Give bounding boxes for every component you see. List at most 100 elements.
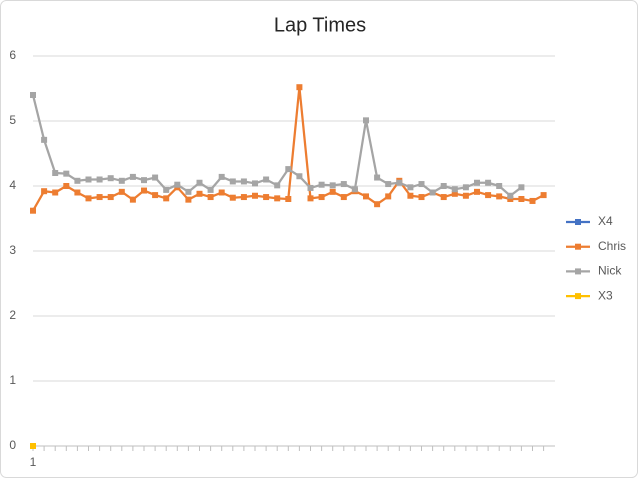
x-tick-label: 1	[30, 455, 37, 469]
legend-marker	[575, 243, 581, 250]
data-point	[540, 192, 547, 199]
data-point	[207, 186, 214, 193]
data-point	[363, 193, 369, 200]
data-point	[229, 194, 236, 201]
data-point	[318, 194, 325, 201]
data-point	[85, 195, 92, 202]
data-point	[285, 196, 292, 202]
legend-marker	[575, 293, 581, 300]
data-point	[229, 178, 236, 185]
data-point	[451, 190, 458, 197]
data-point	[440, 183, 447, 189]
data-point	[340, 181, 347, 188]
data-point	[385, 181, 392, 188]
legend-marker	[575, 219, 581, 225]
data-point	[52, 170, 59, 176]
data-point	[396, 179, 403, 186]
data-point	[507, 192, 514, 199]
data-point	[74, 177, 81, 184]
data-point	[462, 192, 469, 199]
data-point	[63, 183, 70, 189]
legend-marker	[575, 268, 581, 275]
data-point	[518, 196, 525, 202]
data-point	[474, 179, 480, 186]
data-point	[185, 188, 192, 195]
data-point	[263, 194, 270, 201]
y-tick-label: 1	[9, 373, 16, 387]
data-point	[507, 196, 514, 202]
data-point	[462, 184, 469, 191]
y-tick-label: 2	[9, 308, 16, 322]
data-point	[329, 182, 336, 189]
data-point	[240, 194, 247, 201]
data-point	[85, 176, 92, 183]
data-point	[485, 179, 492, 186]
data-point	[30, 443, 36, 449]
data-point	[152, 192, 159, 199]
data-point	[240, 178, 247, 185]
data-point	[529, 197, 536, 204]
data-point	[174, 181, 181, 188]
data-point	[496, 183, 503, 189]
data-point	[118, 188, 125, 195]
data-point	[41, 136, 48, 143]
y-tick-label: 6	[9, 48, 16, 62]
y-tick-label: 0	[9, 438, 16, 452]
data-point	[385, 193, 392, 200]
data-point	[418, 181, 425, 188]
data-point	[518, 184, 525, 191]
data-point	[274, 182, 281, 189]
data-point	[196, 179, 203, 186]
data-point	[329, 188, 336, 195]
data-point	[74, 189, 81, 196]
legend-label: X4	[598, 214, 613, 228]
data-point	[274, 195, 281, 202]
data-point	[63, 170, 70, 177]
data-point	[96, 176, 103, 183]
data-point	[407, 184, 414, 191]
data-point	[296, 173, 303, 180]
data-point	[163, 186, 170, 193]
data-point	[340, 194, 347, 201]
data-point	[41, 188, 48, 195]
data-point	[196, 190, 203, 197]
data-point	[418, 194, 425, 201]
data-point	[307, 195, 314, 202]
data-point	[351, 186, 358, 193]
data-point	[407, 192, 414, 199]
data-point	[107, 194, 114, 201]
data-point	[374, 174, 381, 181]
data-point	[307, 184, 314, 191]
data-point	[30, 207, 36, 214]
data-point	[285, 166, 292, 173]
data-point	[141, 187, 147, 194]
legend-label: X3	[598, 288, 613, 302]
data-point	[141, 177, 147, 184]
data-point	[374, 201, 381, 208]
y-tick-label: 5	[9, 113, 16, 127]
data-point	[129, 196, 136, 203]
data-point	[252, 180, 258, 187]
data-point	[318, 181, 325, 188]
data-point	[263, 176, 270, 183]
data-point	[440, 194, 447, 201]
data-point	[129, 173, 136, 180]
data-point	[118, 177, 125, 184]
data-point	[485, 192, 492, 199]
data-point	[152, 174, 159, 181]
data-point	[363, 117, 369, 124]
data-point	[207, 194, 214, 201]
data-point	[474, 188, 480, 195]
data-point	[185, 196, 192, 203]
data-point	[163, 195, 170, 202]
data-point	[52, 189, 59, 196]
data-point	[218, 189, 225, 196]
data-point	[96, 194, 103, 201]
legend-label: Chris	[598, 239, 626, 253]
y-tick-label: 4	[9, 178, 16, 192]
data-point	[218, 173, 225, 180]
data-point	[451, 186, 458, 193]
